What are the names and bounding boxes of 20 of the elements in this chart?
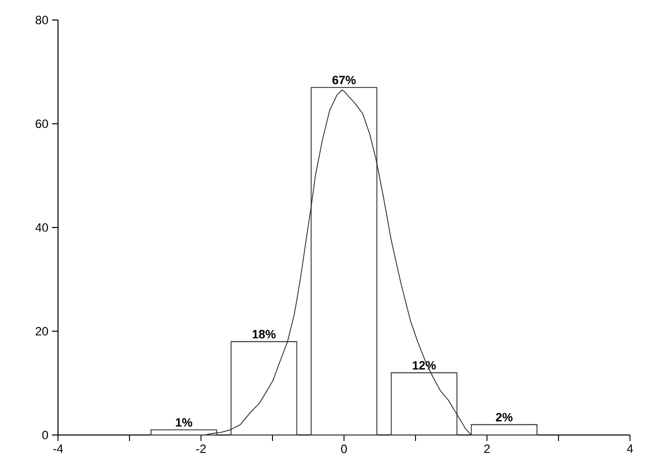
data-label: 1% [176, 418, 192, 427]
data-label: 67% [332, 76, 356, 84]
bar [390, 372, 458, 436]
data-label: 2% [496, 412, 513, 422]
line-series [204, 90, 472, 436]
x-tick-label: 4 [626, 444, 633, 453]
data-label: 18% [252, 330, 276, 338]
y-tick-label: 20 [36, 327, 48, 336]
bar [230, 341, 298, 436]
bar [150, 429, 218, 436]
y-tick-label: 0 [42, 430, 48, 440]
bar [310, 86, 378, 436]
x-tick-label: -4 [53, 444, 63, 453]
y-tick-label: 60 [36, 120, 48, 128]
x-tick-label: 0 [341, 444, 347, 454]
y-tick-label: 80 [36, 16, 48, 24]
x-tick-label: -2 [196, 444, 206, 453]
bar [470, 424, 538, 436]
x-tick-label: 2 [484, 444, 490, 453]
y-tick-label: 40 [35, 223, 48, 232]
